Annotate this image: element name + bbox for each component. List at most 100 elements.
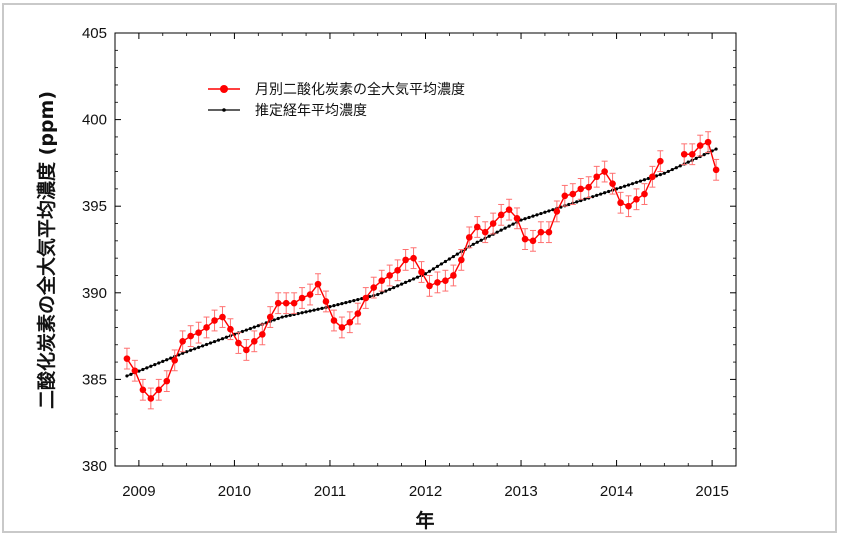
- monthly-point: [489, 220, 497, 227]
- trend-point: [547, 209, 551, 213]
- trend-point: [479, 238, 483, 242]
- trend-point: [439, 262, 444, 266]
- trend-point: [575, 200, 579, 204]
- trend-point: [276, 316, 280, 321]
- trend-point: [415, 275, 420, 279]
- trend-point: [646, 176, 651, 181]
- trend-point: [471, 242, 475, 246]
- y-axis-title: 二酸化炭素の全大気平均濃度 (ppm): [35, 91, 58, 409]
- y-tick-label: 390: [82, 285, 107, 302]
- trend-point: [384, 289, 388, 293]
- monthly-point: [370, 284, 378, 291]
- trend-point: [300, 311, 304, 315]
- trend-point: [551, 208, 555, 212]
- trend-point: [630, 182, 635, 186]
- monthly-point: [298, 294, 306, 302]
- monthly-point: [195, 329, 202, 336]
- monthly-series: [123, 131, 720, 410]
- trend-point: [447, 257, 451, 261]
- trend-point: [216, 338, 221, 342]
- trend-point: [141, 367, 145, 372]
- trend-point: [304, 310, 308, 314]
- monthly-point: [203, 324, 210, 331]
- trend-point: [312, 308, 316, 312]
- monthly-point: [601, 168, 608, 175]
- trend-point: [400, 282, 404, 286]
- trend-point: [340, 302, 344, 306]
- monthly-point: [235, 339, 242, 347]
- legend-monthly-marker: [220, 85, 228, 93]
- monthly-point: [266, 313, 274, 321]
- monthly-point: [505, 206, 513, 213]
- monthly-point: [585, 183, 592, 191]
- monthly-point: [139, 386, 147, 394]
- monthly-point: [617, 199, 624, 207]
- trend-point: [455, 252, 459, 256]
- trend-point: [487, 234, 491, 238]
- monthly-point: [625, 202, 632, 210]
- monthly-point: [513, 215, 521, 222]
- trend-point: [626, 183, 631, 187]
- trend-point: [272, 318, 276, 322]
- trend-point: [125, 374, 129, 378]
- monthly-point: [306, 291, 314, 298]
- monthly-point: [171, 357, 179, 364]
- monthly-point: [386, 272, 393, 279]
- trend-point: [200, 344, 205, 348]
- trend-point: [662, 171, 666, 175]
- trend-point: [208, 341, 213, 345]
- y-tick-label: 405: [82, 25, 107, 42]
- trend-point: [356, 297, 360, 302]
- trend-point: [595, 193, 599, 197]
- trend-point: [638, 179, 643, 183]
- trend-point: [495, 230, 499, 234]
- monthly-point: [537, 228, 545, 236]
- monthly-point: [688, 150, 696, 158]
- trend-point: [149, 364, 153, 368]
- trend-point: [388, 287, 392, 291]
- trend-point: [189, 348, 193, 352]
- trend-point: [531, 214, 535, 218]
- monthly-point: [410, 254, 417, 262]
- y-tick-label: 395: [82, 198, 107, 215]
- monthly-point: [704, 138, 712, 146]
- trend-point: [220, 337, 225, 341]
- monthly-point: [497, 211, 505, 219]
- trend-point: [193, 347, 197, 351]
- x-tick-label: 2014: [600, 483, 633, 500]
- trend-point: [634, 180, 639, 184]
- trend-point: [181, 351, 185, 355]
- monthly-point: [147, 395, 155, 402]
- trend-point: [475, 240, 479, 244]
- trend-point: [583, 197, 587, 201]
- y-tick-label: 385: [82, 371, 107, 388]
- trend-point: [288, 313, 292, 317]
- monthly-point: [561, 192, 569, 200]
- monthly-point: [322, 298, 330, 305]
- trend-point: [622, 184, 627, 188]
- trend-point: [539, 211, 543, 216]
- monthly-point: [458, 256, 465, 264]
- x-tick-label: 2015: [695, 483, 728, 500]
- monthly-point: [593, 173, 601, 181]
- monthly-point: [354, 310, 362, 317]
- monthly-point: [346, 318, 354, 326]
- monthly-point: [442, 277, 449, 284]
- trend-point: [427, 269, 432, 273]
- trend-point: [332, 304, 336, 308]
- trend-point: [165, 358, 169, 362]
- monthly-point: [274, 299, 282, 307]
- trend-point: [284, 314, 288, 318]
- monthly-point: [362, 294, 370, 302]
- trend-point: [511, 222, 515, 226]
- monthly-point: [282, 299, 290, 307]
- monthly-point: [314, 280, 322, 288]
- trend-point: [308, 309, 312, 313]
- trend-point: [407, 279, 412, 283]
- trend-point: [348, 300, 352, 304]
- monthly-point: [179, 337, 186, 345]
- trend-point: [212, 339, 217, 344]
- monthly-point: [450, 272, 457, 279]
- trend-point: [196, 345, 201, 349]
